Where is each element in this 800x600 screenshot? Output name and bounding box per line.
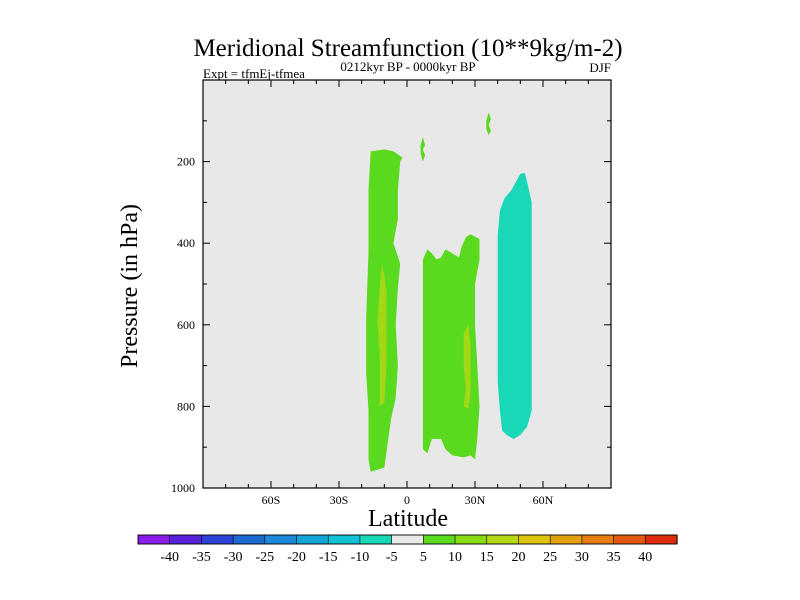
colorbar-label: -20 bbox=[287, 550, 306, 565]
colorbar-label: -40 bbox=[160, 550, 179, 565]
x-tick-label: 60N bbox=[533, 493, 554, 507]
colorbar-swatch bbox=[581, 534, 615, 545]
x-tick-label: 60S bbox=[262, 493, 281, 507]
y-tick-label: 800 bbox=[177, 399, 195, 413]
colorbar-swatch bbox=[296, 534, 329, 545]
colorbar-label: -30 bbox=[224, 550, 243, 565]
yellowgreen-contour-sh bbox=[377, 263, 387, 407]
colorbar-label: 30 bbox=[575, 550, 589, 565]
x-tick-label: 30S bbox=[330, 493, 349, 507]
colorbar-frame bbox=[137, 534, 678, 545]
colorbar-swatch bbox=[613, 534, 646, 545]
x-tick-label: 30N bbox=[465, 493, 486, 507]
contour-regions bbox=[366, 112, 532, 472]
axis-tick-labels: 60S 30S 0 30N 60N 200 400 600 800 1000 bbox=[171, 155, 554, 507]
colorbar-label: 10 bbox=[448, 550, 462, 565]
chart-title: Meridional Streamfunction (10**9kg/m-2) bbox=[193, 35, 622, 62]
y-tick-label: 400 bbox=[177, 236, 195, 250]
colorbar-label: 20 bbox=[511, 550, 525, 565]
y-tick-label: 200 bbox=[177, 155, 195, 169]
x-tick-label: 0 bbox=[404, 493, 410, 507]
y-tick-label: 600 bbox=[177, 318, 195, 332]
colorbar-label: -15 bbox=[319, 550, 338, 565]
colorbar-swatch bbox=[232, 534, 266, 545]
colorbar-label: -35 bbox=[192, 550, 211, 565]
green-contour-eq-small bbox=[420, 137, 426, 162]
colorbar-swatch bbox=[201, 534, 234, 545]
colorbar-label: -25 bbox=[255, 550, 274, 565]
colorbar-swatch bbox=[359, 534, 393, 545]
colorbar-swatch bbox=[423, 534, 456, 545]
yellowgreen-contour-eq bbox=[463, 324, 471, 409]
colorbar-swatch bbox=[391, 534, 424, 545]
colorbar-swatch bbox=[454, 534, 488, 545]
colorbar-labels: -40 -35 -30 -25 -20 -15 -10 -5 5 10 15 20 25 30 35 40 bbox=[160, 550, 652, 565]
colorbar-swatch bbox=[264, 534, 298, 545]
cyan-contour-nh bbox=[497, 173, 532, 439]
colorbar-swatch bbox=[327, 534, 361, 545]
colorbar-swatch bbox=[486, 534, 520, 545]
colorbar-swatch bbox=[549, 534, 583, 545]
colorbar-label: 15 bbox=[480, 550, 494, 565]
colorbar bbox=[137, 534, 678, 545]
axis-ticks bbox=[203, 80, 611, 488]
colorbar-label: 5 bbox=[420, 550, 427, 565]
colorbar-label: 25 bbox=[543, 550, 557, 565]
green-contour-nh-small bbox=[486, 112, 491, 136]
y-tick-label: 1000 bbox=[171, 481, 195, 495]
colorbar-label: 35 bbox=[607, 550, 621, 565]
colorbar-label: -5 bbox=[386, 550, 398, 565]
colorbar-label: 40 bbox=[638, 550, 652, 565]
plot-area bbox=[203, 80, 611, 488]
colorbar-swatch bbox=[169, 534, 203, 545]
colorbar-swatch bbox=[644, 534, 678, 545]
x-axis-label: Latitude bbox=[368, 506, 448, 532]
colorbar-swatch bbox=[518, 534, 551, 545]
y-axis-label: Pressure (in hPa) bbox=[117, 204, 143, 368]
time-period-label: 0212kyr BP - 0000kyr BP bbox=[340, 59, 475, 74]
green-contour-eq bbox=[422, 234, 480, 460]
season-label: DJF bbox=[589, 60, 611, 75]
colorbar-label: -10 bbox=[351, 550, 370, 565]
expt-label: Expt = tfmEj-tfmea bbox=[203, 66, 305, 81]
colorbar-swatch bbox=[137, 534, 171, 545]
